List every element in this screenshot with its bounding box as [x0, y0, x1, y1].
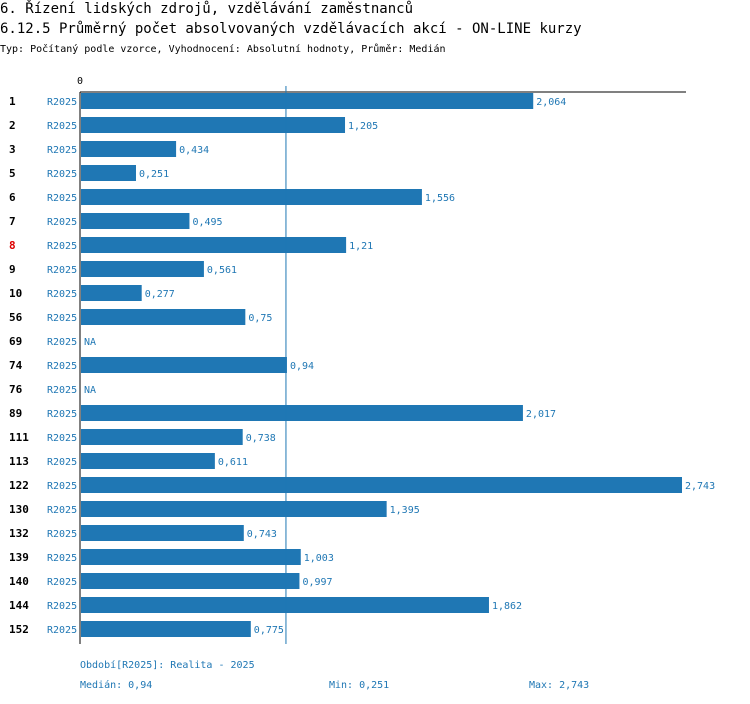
- value-label: 1,862: [492, 601, 522, 612]
- series-label: R2025: [47, 385, 77, 396]
- category-label: 3: [9, 143, 16, 156]
- value-label: 0,997: [302, 577, 332, 588]
- series-label: R2025: [47, 337, 77, 348]
- value-label: 0,561: [207, 265, 237, 276]
- chart-title: 6.12.5 Průměrný počet absolvovaných vzdě…: [0, 21, 582, 37]
- value-label: NA: [84, 385, 96, 396]
- series-label: R2025: [47, 529, 77, 540]
- category-label: 69: [9, 335, 22, 348]
- bar: [81, 213, 190, 229]
- bar: [81, 477, 682, 493]
- series-label: R2025: [47, 169, 77, 180]
- bar: [81, 549, 301, 565]
- bar: [81, 405, 523, 421]
- series-label: R2025: [47, 265, 77, 276]
- series-label: R2025: [47, 553, 77, 564]
- category-label: 2: [9, 119, 16, 132]
- footer-max: Max: 2,743: [529, 680, 590, 691]
- value-label: 0,495: [192, 217, 222, 228]
- series-label: R2025: [47, 481, 77, 492]
- bar: [81, 453, 215, 469]
- category-label: 122: [9, 479, 29, 492]
- value-label: 0,434: [179, 145, 209, 156]
- value-label: 1,395: [390, 505, 420, 516]
- category-label: 152: [9, 623, 29, 636]
- value-label: 0,738: [246, 433, 276, 444]
- series-label: R2025: [47, 361, 77, 372]
- axis-zero-label: 0: [77, 76, 83, 87]
- category-label: 144: [9, 599, 29, 612]
- bar: [81, 525, 244, 541]
- bar: [81, 165, 136, 181]
- value-label: 1,003: [304, 553, 334, 564]
- category-label: 10: [9, 287, 22, 300]
- series-label: R2025: [47, 217, 77, 228]
- value-label: 0,75: [248, 313, 272, 324]
- category-label: 89: [9, 407, 22, 420]
- series-label: R2025: [47, 409, 77, 420]
- bar-chart: 0 1 R2025 2,064 2 R2025 1,205 3 R2025 0,434 5 R2025…: [9, 76, 715, 644]
- bar: [81, 309, 246, 325]
- value-label: 0,743: [247, 529, 277, 540]
- category-label: 139: [9, 551, 29, 564]
- series-label: R2025: [47, 625, 77, 636]
- series-label: R2025: [47, 97, 77, 108]
- series-label: R2025: [47, 145, 77, 156]
- category-label: 56: [9, 311, 23, 324]
- value-label: 0,611: [218, 457, 248, 468]
- bar: [81, 621, 251, 637]
- value-label: 2,743: [685, 481, 715, 492]
- series-label: R2025: [47, 433, 77, 444]
- bar: [81, 237, 347, 253]
- value-label: 0,277: [145, 289, 175, 300]
- bar: [81, 117, 346, 133]
- bar: [81, 93, 534, 109]
- bar: [81, 501, 387, 517]
- bar: [81, 261, 204, 277]
- category-label: 132: [9, 527, 29, 540]
- category-label: 9: [9, 263, 16, 276]
- chart-type-line: Typ: Počítaný podle vzorce, Vyhodnocení:…: [0, 44, 446, 55]
- value-label: 1,556: [425, 193, 455, 204]
- value-label: 2,017: [526, 409, 556, 420]
- category-label: 8: [9, 239, 16, 252]
- value-label: 0,775: [254, 625, 284, 636]
- category-label: 113: [9, 455, 29, 468]
- value-label: 0,251: [139, 169, 169, 180]
- footer-min: Min: 0,251: [329, 680, 390, 691]
- footer-period: Období[R2025]: Realita - 2025: [80, 660, 255, 671]
- value-label: 0,94: [290, 361, 314, 372]
- category-label: 5: [9, 167, 16, 180]
- series-label: R2025: [47, 193, 77, 204]
- category-label: 76: [9, 383, 23, 396]
- bar: [81, 285, 142, 301]
- category-label: 1: [9, 95, 16, 108]
- category-label: 111: [9, 431, 29, 444]
- category-label: 130: [9, 503, 29, 516]
- category-label: 140: [9, 575, 29, 588]
- value-label: 2,064: [536, 97, 566, 108]
- value-label: 1,205: [348, 121, 378, 132]
- value-label: 1,21: [349, 241, 373, 252]
- category-label: 7: [9, 215, 16, 228]
- series-label: R2025: [47, 121, 77, 132]
- bar: [81, 189, 422, 205]
- value-label: NA: [84, 337, 96, 348]
- series-label: R2025: [47, 241, 77, 252]
- footer-median: Medián: 0,94: [80, 680, 153, 691]
- series-label: R2025: [47, 289, 77, 300]
- series-label: R2025: [47, 577, 77, 588]
- page-title: 6. Řízení lidských zdrojů, vzdělávání za…: [0, 1, 414, 17]
- series-label: R2025: [47, 601, 77, 612]
- series-label: R2025: [47, 313, 77, 324]
- category-label: 74: [9, 359, 23, 372]
- bar: [81, 597, 489, 613]
- bar: [81, 429, 243, 445]
- series-label: R2025: [47, 505, 77, 516]
- bar: [81, 141, 177, 157]
- series-label: R2025: [47, 457, 77, 468]
- category-label: 6: [9, 191, 16, 204]
- bar: [81, 357, 287, 373]
- bar: [81, 573, 300, 589]
